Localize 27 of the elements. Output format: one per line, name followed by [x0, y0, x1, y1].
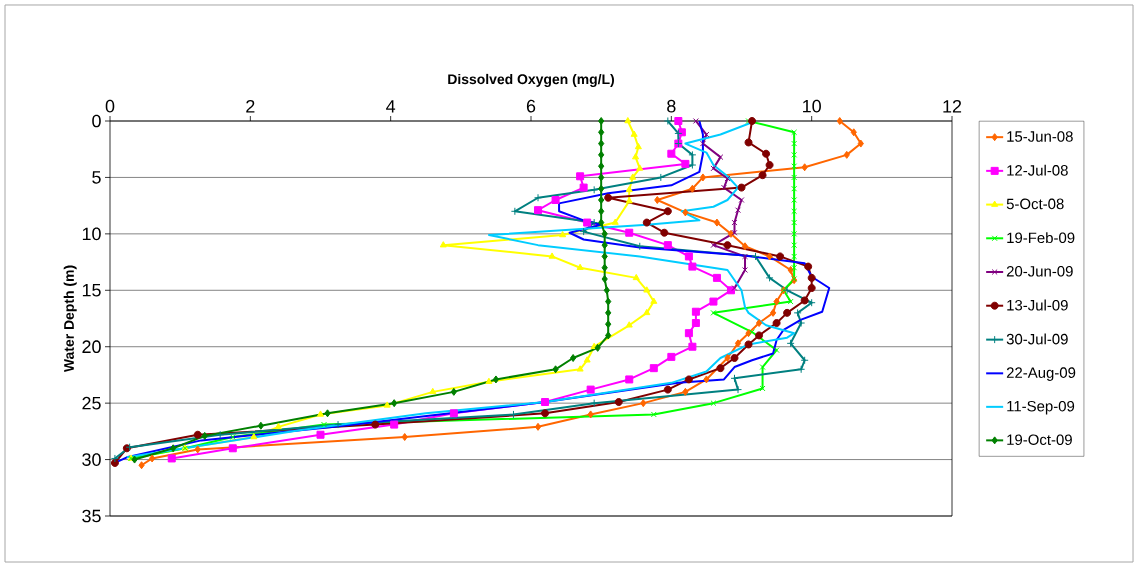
legend-label: 5-Oct-08 [1006, 198, 1064, 210]
y-tick-label: 20 [82, 340, 101, 354]
x-tick-label: 8 [667, 99, 676, 113]
legend-label: 19-Feb-09 [1007, 232, 1075, 244]
x-tick-label: 10 [803, 99, 821, 113]
y-tick-label: 0 [92, 114, 101, 128]
legend-label: 15-Jun-08 [1007, 131, 1073, 142]
y-tick-label: 5 [92, 171, 101, 184]
y-tick-label: 30 [82, 453, 101, 466]
x-tick-label: 2 [246, 99, 255, 113]
legend-label: 22-Aug-09 [1006, 367, 1076, 381]
legend-label: 11-Sep-09 [1007, 400, 1075, 415]
legend-label: 19-Oct-09 [1007, 434, 1072, 445]
y-tick-label: 10 [82, 227, 101, 241]
y-tick-label: 15 [82, 284, 101, 297]
legend-label: 20-Jun-09 [1006, 266, 1073, 277]
y-tick-label: 25 [82, 396, 101, 410]
y-tick-label: 35 [82, 509, 101, 523]
legend-label: 30-Jul-09 [1006, 333, 1068, 345]
x-tick-label: 6 [526, 99, 536, 113]
x-axis-title: Dissolved Oxygen (mg/L) [448, 73, 615, 87]
x-tick-label: 0 [105, 99, 115, 113]
x-tick-label: 12 [943, 99, 962, 113]
legend-label: 13-Jul-09 [1007, 299, 1068, 311]
legend-label: 12-Jul-08 [1007, 164, 1068, 176]
x-tick-label: 4 [386, 100, 396, 113]
y-axis-title: Water Depth (m) [63, 265, 77, 373]
